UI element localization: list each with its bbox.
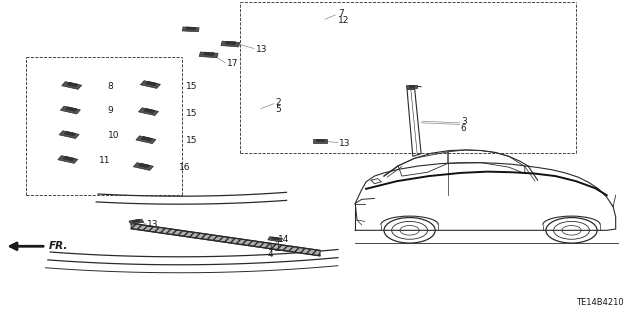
- Polygon shape: [271, 237, 280, 240]
- Text: FR.: FR.: [49, 241, 68, 251]
- Polygon shape: [133, 163, 154, 170]
- Polygon shape: [58, 156, 78, 163]
- Text: 2: 2: [275, 98, 281, 107]
- Polygon shape: [225, 41, 236, 45]
- Polygon shape: [144, 108, 155, 113]
- Text: 9: 9: [108, 106, 113, 115]
- Text: 13: 13: [256, 45, 268, 54]
- Text: TE14B4210: TE14B4210: [577, 298, 624, 307]
- Polygon shape: [316, 139, 324, 141]
- Polygon shape: [199, 52, 218, 58]
- Polygon shape: [61, 82, 82, 89]
- Polygon shape: [136, 136, 156, 144]
- Polygon shape: [408, 85, 415, 87]
- Text: 6: 6: [461, 124, 467, 133]
- Text: 12: 12: [338, 16, 349, 25]
- Polygon shape: [65, 131, 76, 136]
- Text: 16: 16: [179, 163, 191, 172]
- Text: 7: 7: [338, 9, 344, 18]
- Polygon shape: [221, 41, 240, 47]
- Polygon shape: [67, 82, 78, 87]
- Polygon shape: [129, 219, 144, 224]
- Polygon shape: [141, 137, 152, 141]
- Text: 10: 10: [108, 131, 119, 140]
- Polygon shape: [60, 106, 81, 114]
- Polygon shape: [132, 219, 140, 222]
- Polygon shape: [146, 81, 157, 86]
- Polygon shape: [139, 163, 150, 168]
- Text: 15: 15: [186, 109, 197, 118]
- Text: 14: 14: [278, 235, 290, 244]
- Text: 17: 17: [227, 59, 239, 68]
- Polygon shape: [59, 131, 79, 138]
- Polygon shape: [63, 156, 74, 161]
- Polygon shape: [182, 27, 199, 32]
- Polygon shape: [314, 139, 326, 143]
- Text: 4: 4: [268, 250, 273, 259]
- Polygon shape: [140, 81, 161, 88]
- Polygon shape: [406, 85, 417, 88]
- Text: 13: 13: [339, 139, 351, 148]
- Polygon shape: [186, 27, 196, 30]
- Polygon shape: [138, 108, 159, 115]
- Polygon shape: [66, 107, 77, 111]
- Text: 1: 1: [268, 243, 273, 252]
- Text: 5: 5: [275, 105, 281, 114]
- Polygon shape: [131, 223, 320, 256]
- Text: 11: 11: [99, 156, 111, 165]
- Text: 8: 8: [108, 82, 113, 91]
- Text: 15: 15: [186, 137, 197, 145]
- Text: 3: 3: [461, 117, 467, 126]
- Polygon shape: [204, 52, 214, 56]
- Text: 15: 15: [186, 82, 197, 91]
- Text: 13: 13: [147, 220, 159, 229]
- Polygon shape: [268, 237, 283, 242]
